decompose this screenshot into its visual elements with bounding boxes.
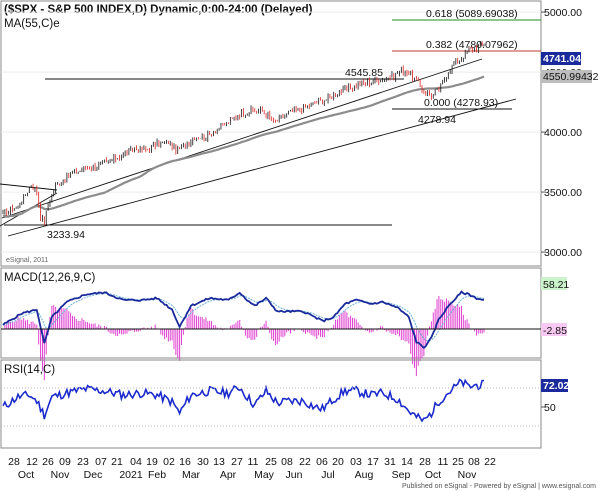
x-day-label: 07	[95, 456, 107, 468]
fib-level-label: 0.000 (4278.93)	[424, 97, 498, 109]
x-day-label: 31	[384, 456, 396, 468]
macd-signal-line	[2, 292, 485, 342]
ma-line	[2, 75, 485, 218]
x-day-label: 23	[77, 456, 89, 468]
macd-lines	[2, 290, 485, 350]
x-day-label: 03	[350, 456, 362, 468]
x-day-label: 11	[438, 456, 449, 468]
x-day-label: 22	[484, 456, 496, 468]
price-tick-label: 3000.00	[544, 247, 582, 259]
macd-hist-label: -2.85	[543, 325, 567, 337]
x-day-label: 26	[42, 456, 54, 468]
trendline-upper	[1, 58, 483, 219]
macd-line	[2, 290, 485, 350]
trendline-lower	[7, 98, 517, 237]
x-month-label: Oct	[18, 469, 34, 481]
ma-label: MA(55,C)e	[4, 18, 60, 30]
watermark: eSignal, 2011	[6, 257, 48, 264]
x-day-label: 06	[316, 456, 328, 468]
fib-levels: 0.618 (5089.69038) 0.382 (4780.07962) 0.00…	[392, 8, 541, 110]
ma-value-badge	[541, 70, 592, 83]
x-day-label: 27	[231, 456, 243, 468]
rsi-line	[2, 378, 485, 423]
macd-panel-frame	[0, 267, 542, 359]
price-tick-label: 3500.00	[544, 187, 582, 199]
x-month-label: Nov	[458, 469, 477, 481]
x-month-label: Sep	[392, 469, 411, 481]
x-day-label: 22	[299, 456, 311, 468]
price-panel-frame	[0, 0, 542, 267]
chart-title: ($SPX - S&P 500 INDEX,D) Dynamic,0:00-24…	[4, 4, 313, 16]
x-month-label: May	[254, 469, 275, 481]
rsi-value-label: 72.02	[543, 380, 569, 392]
x-day-label: 20	[332, 456, 344, 468]
rsi-tick-label: 50	[544, 402, 556, 414]
x-day-label: 21	[111, 456, 123, 468]
rsi-panel-frame	[0, 359, 542, 449]
x-day-label: 09	[59, 456, 71, 468]
price-tick-label: 4000.00	[544, 127, 582, 139]
x-month-label: Aug	[355, 469, 374, 481]
level-annotation: 3233.94	[47, 229, 85, 241]
x-day-label: 12	[26, 456, 38, 468]
footer-credit: Published on eSignal - Powered by eSigna…	[402, 483, 596, 490]
x-day-label: 17	[367, 456, 379, 468]
x-day-label: 28	[8, 456, 20, 468]
price-axis: 5000.004500.004000.003500.003000.004741.…	[541, 7, 599, 259]
trend-lines	[0, 58, 517, 237]
fib-level-label: 0.382 (4780.07962)	[426, 39, 518, 51]
x-day-label: 25	[265, 456, 277, 468]
level-annotation: 4545.85	[345, 67, 383, 79]
x-month-label: 2021	[119, 469, 143, 481]
x-month-label: Jul	[321, 469, 334, 481]
x-day-label: 11	[248, 456, 259, 468]
x-month-label: Nov	[51, 469, 70, 481]
candles	[2, 41, 485, 226]
trendline-wedge-top	[0, 183, 58, 191]
level-annotation: 4278.94	[418, 114, 456, 126]
x-month-label: Feb	[148, 469, 166, 481]
last-price-label: 4741.04	[543, 53, 581, 65]
macd-label: MACD(12,26,9,C)	[4, 272, 96, 284]
x-month-label: Oct	[425, 469, 441, 481]
x-month-label: Dec	[84, 469, 103, 481]
last-price-badge	[541, 52, 581, 65]
macd-hist-badge	[541, 323, 567, 336]
macd-histogram	[4, 295, 485, 381]
rsi-value-badge	[541, 379, 568, 392]
rsi-line	[2, 378, 485, 423]
x-day-label: 30	[197, 456, 209, 468]
macd-value-label: 58.21	[543, 279, 569, 291]
fib-level-label: 0.618 (5089.69038)	[426, 8, 518, 20]
x-day-label: 08	[281, 456, 293, 468]
rsi-axis: 50 72.02	[1, 379, 569, 427]
price-annotations: 4545.85 4278.94 3233.94	[47, 67, 456, 241]
x-day-label: 14	[401, 456, 413, 468]
x-month-label: Mar	[182, 469, 201, 481]
macd-value-badge	[541, 277, 567, 290]
ma-55-line	[2, 75, 485, 218]
x-day-label: 13	[213, 456, 225, 468]
x-month-label: Apr	[220, 469, 237, 481]
x-day-label: 04	[130, 456, 142, 468]
x-day-label: 08	[468, 456, 480, 468]
macd-axis: 58.21 -2.85	[1, 277, 569, 337]
x-day-label: 28	[419, 456, 431, 468]
x-month-label: Jun	[286, 469, 303, 481]
rsi-label: RSI(14,C)	[4, 364, 55, 376]
x-axis: 28 12 26 09 23 07 21 04 19 02 16 30 13 27 11 25 08 22 06 20…	[1, 447, 541, 481]
price-tick-label: 5000.00	[544, 7, 582, 19]
x-day-label: 25	[452, 456, 464, 468]
x-day-label: 16	[179, 456, 191, 468]
x-day-label: 02	[163, 456, 175, 468]
x-day-label: 19	[146, 456, 158, 468]
ma-value-label: 4550.99432	[543, 71, 599, 83]
